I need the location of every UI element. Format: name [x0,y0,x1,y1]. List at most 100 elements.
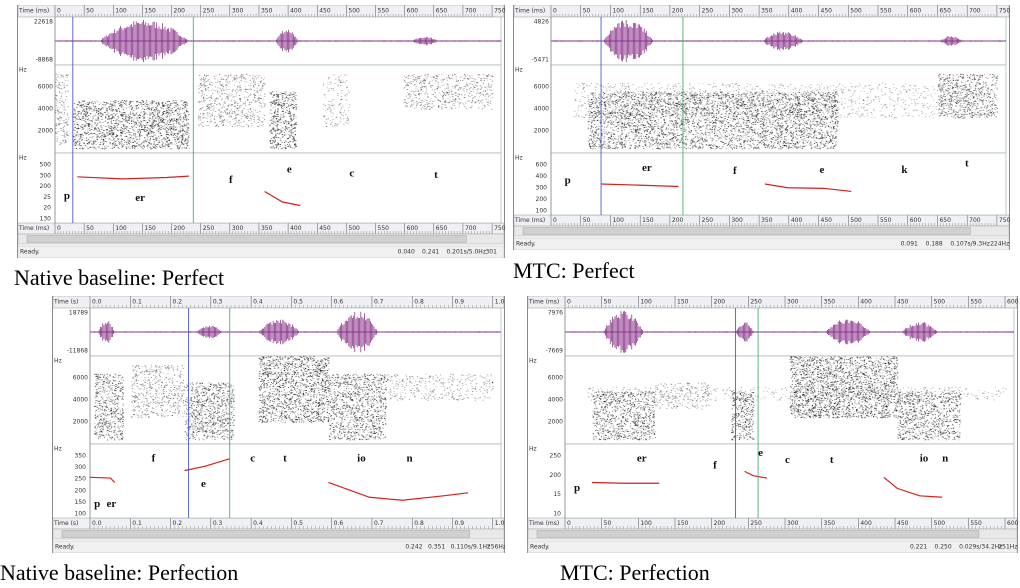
spectrogram-speckle [261,107,262,108]
spectrogram-speckle [186,105,187,106]
spectrogram-speckle [88,103,89,104]
spectrogram-speckle [337,124,338,125]
spectrogram-speckle [116,145,117,146]
spectrogram-speckle [77,106,78,107]
spectrogram-speckle [409,95,410,96]
spectrogram-speckle [216,100,217,101]
spectrogram-speckle [342,115,343,116]
time-tick-label: 700 [969,8,981,15]
spectrogram-speckle [166,110,167,111]
spectrogram-speckle [129,141,130,142]
spectrogram-speckle [216,116,217,117]
spectrogram-speckle [137,121,138,122]
spectrogram-speckle [200,83,201,84]
spectrogram-speckle [148,107,149,108]
spectrogram-speckle [149,120,150,121]
spectrogram-speckle [271,104,272,105]
spectrogram-speckle [131,135,132,136]
spectrogram-speckle [226,114,227,115]
spectrogram-speckle [227,98,228,99]
spectrogram-speckle [148,133,149,134]
spectrogram-speckle [449,107,450,108]
spectrogram-speckle [259,111,260,112]
spectrogram-speckle [124,130,125,131]
spectrogram-speckle [113,138,114,139]
spectrogram-speckle [214,116,215,117]
spectrogram-speckle [199,88,200,89]
spectrogram-speckle [183,133,184,134]
spectrogram-speckle [282,97,283,98]
spectrogram-speckle [216,124,217,125]
spectrogram-speckle [275,116,276,117]
spectrogram-speckle [120,114,121,115]
spectrogram-speckle [454,74,455,75]
spectrogram-speckle [460,80,461,81]
spectrogram-speckle [202,91,203,92]
spectrogram-speckle [284,103,285,104]
spectrogram-speckle [227,78,228,79]
spectrogram-speckle [145,141,146,142]
spectrogram-speckle [204,75,205,76]
spectrogram-speckle [123,144,124,145]
spectrogram-speckle [163,106,164,107]
spectrogram-speckle [167,116,168,117]
spectrogram-speckle [347,118,348,119]
spectrogram-speckle [140,115,141,116]
spectrogram-speckle [184,113,185,114]
spectrogram-speckle [74,127,75,128]
spectrogram-speckle [82,104,83,105]
spectrogram-speckle [109,143,110,144]
spectrogram-speckle [85,103,86,104]
spectrogram-speckle [328,88,329,89]
time-tick-label: 200 [174,225,186,232]
spectrogram-speckle [441,106,442,107]
spectrogram-speckle [166,111,167,112]
spectrogram-speckle [75,117,76,118]
spectrogram-speckle [234,85,235,86]
spectrogram-speckle [408,75,409,76]
spectrogram-speckle [165,143,166,144]
spectrogram-speckle [487,80,488,81]
spectrogram-speckle [121,139,122,140]
spectrogram-speckle [98,111,99,112]
spectrogram-speckle [154,141,155,142]
spectrogram-speckle [163,146,164,147]
spectrogram-speckle [235,115,236,116]
spectrogram-speckle [151,148,152,149]
spectrogram-speckle [421,81,422,82]
spectrogram-speckle [346,99,347,100]
spectrogram-speckle [150,103,151,104]
spectrogram-speckle [295,104,296,105]
spectrogram-speckle [130,118,131,119]
spectrogram-speckle [120,132,121,133]
spectrogram-speckle [152,146,153,147]
spectrogram-speckle [216,125,217,126]
spectrogram-speckle [136,109,137,110]
spectrogram-speckle [173,121,174,122]
spectrogram-speckle [280,114,281,115]
spectrogram-speckle [454,100,455,101]
spectrogram-speckle [157,114,158,115]
spectrogram-speckle [213,110,214,111]
spectrogram-speckle [165,103,166,104]
spectrogram-speckle [288,123,289,124]
spectrogram-speckle [64,112,65,113]
spectrogram-speckle [121,104,122,105]
spectrogram-speckle [265,104,266,105]
spectrogram-speckle [231,113,232,114]
scrollbar-thumb[interactable] [27,236,466,243]
spectrogram-speckle [98,118,99,119]
spectrogram-speckle [90,124,91,125]
spectrogram-speckle [243,76,244,77]
spectrogram-speckle [154,132,155,133]
spectrogram-speckle [68,135,69,136]
spectrogram-speckle [228,89,229,90]
spectrogram-speckle [415,77,416,78]
spectrogram-speckle [127,116,128,117]
spectrogram-speckle [285,98,286,99]
spectrogram-speckle [107,134,108,135]
spectrogram-speckle [143,145,144,146]
spectrogram-speckle [326,123,327,124]
spectrogram-speckle [491,90,492,91]
spectrogram-speckle [424,79,425,80]
